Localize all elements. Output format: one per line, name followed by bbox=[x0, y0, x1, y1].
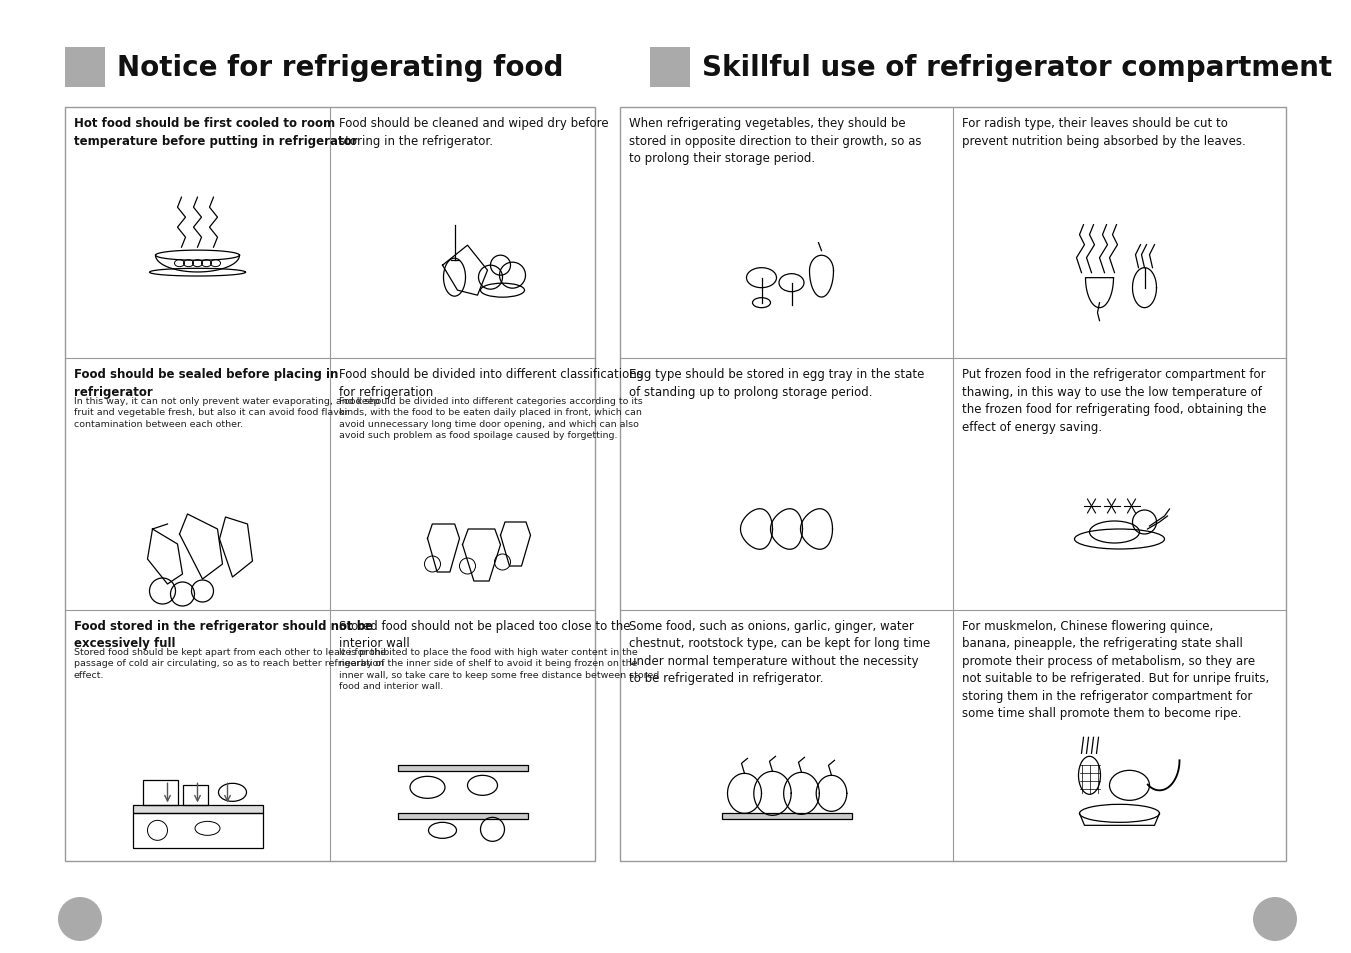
Text: For muskmelon, Chinese flowering quince,
banana, pineapple, the refrigerating st: For muskmelon, Chinese flowering quince,… bbox=[962, 619, 1269, 720]
Text: Skillful use of refrigerator compartment: Skillful use of refrigerator compartment bbox=[703, 54, 1332, 82]
Bar bbox=[182, 785, 208, 805]
Text: Food should be divided into different categories according to its
kinds, with th: Food should be divided into different ca… bbox=[339, 396, 643, 439]
Text: For radish type, their leaves should be cut to
prevent nutrition being absorbed : For radish type, their leaves should be … bbox=[962, 117, 1246, 148]
Text: It is prohibited to place the food with high water content in the
nearby of the : It is prohibited to place the food with … bbox=[339, 647, 659, 691]
Text: Food should be divided into different classifications
for refrigeration: Food should be divided into different cl… bbox=[339, 368, 643, 398]
Circle shape bbox=[1252, 897, 1297, 941]
Text: Stored food should be kept apart from each other to leave for the
passage of col: Stored food should be kept apart from ea… bbox=[74, 647, 386, 679]
Text: Put frozen food in the refrigerator compartment for
thawing, in this way to use : Put frozen food in the refrigerator comp… bbox=[962, 368, 1266, 434]
Circle shape bbox=[58, 897, 101, 941]
Text: Egg type should be stored in egg tray in the state
of standing up to prolong sto: Egg type should be stored in egg tray in… bbox=[630, 368, 924, 398]
Bar bbox=[65, 108, 594, 862]
Bar bbox=[721, 814, 851, 820]
Text: Food should be sealed before placing in
refrigerator: Food should be sealed before placing in … bbox=[74, 368, 338, 398]
Bar bbox=[65, 48, 105, 88]
Bar bbox=[650, 48, 690, 88]
Text: Food stored in the refrigerator should not be
excessively full: Food stored in the refrigerator should n… bbox=[74, 619, 373, 650]
Bar bbox=[132, 805, 262, 814]
Bar bbox=[132, 814, 262, 848]
Bar bbox=[397, 765, 527, 772]
Text: Some food, such as onions, garlic, ginger, water
chestnut, rootstock type, can b: Some food, such as onions, garlic, ginge… bbox=[630, 619, 931, 684]
Text: Notice for refrigerating food: Notice for refrigerating food bbox=[118, 54, 563, 82]
Bar bbox=[620, 108, 1286, 862]
Text: Food should be cleaned and wiped dry before
storing in the refrigerator.: Food should be cleaned and wiped dry bef… bbox=[339, 117, 608, 148]
Text: When refrigerating vegetables, they should be
stored in opposite direction to th: When refrigerating vegetables, they shou… bbox=[630, 117, 921, 165]
Bar bbox=[142, 781, 177, 805]
Bar bbox=[397, 814, 527, 820]
Text: Stored food should not be placed too close to the
interior wall: Stored food should not be placed too clo… bbox=[339, 619, 631, 650]
Text: Hot food should be first cooled to room
temperature before putting in refrigerat: Hot food should be first cooled to room … bbox=[74, 117, 358, 148]
Text: In this way, it can not only prevent water evaporating, and keep
fruit and veget: In this way, it can not only prevent wat… bbox=[74, 396, 380, 428]
